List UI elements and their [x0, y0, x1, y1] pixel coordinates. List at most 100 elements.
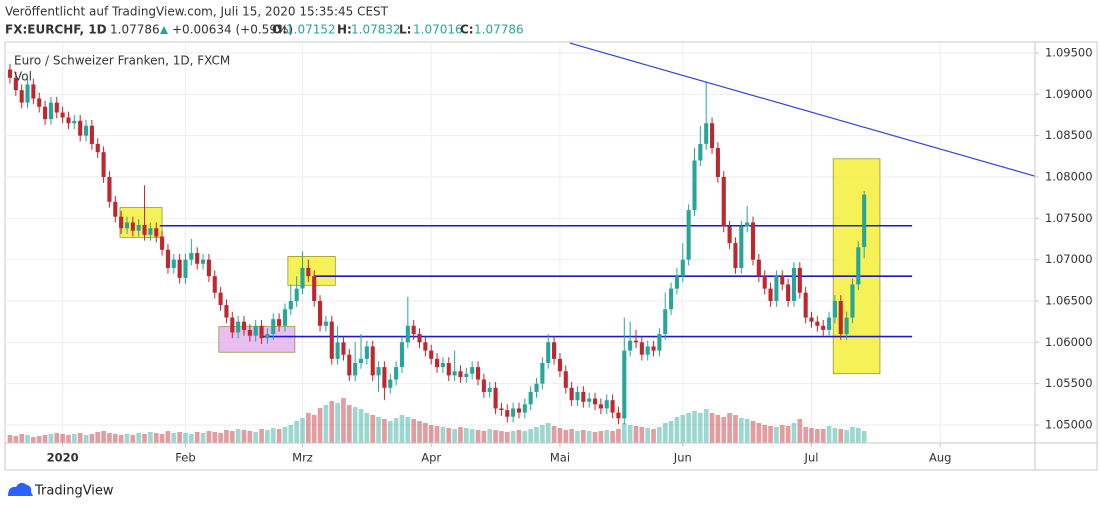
volume-bar	[183, 433, 188, 443]
candle-body	[66, 117, 71, 124]
volume-bar	[627, 425, 633, 443]
candle-body	[429, 350, 434, 359]
candle-body	[212, 276, 217, 293]
volume-bar	[118, 435, 124, 443]
y-tick-label: 1.05500	[1045, 376, 1093, 390]
candle-body	[493, 387, 498, 409]
x-tick-label: Mai	[550, 451, 570, 465]
volume-bar	[639, 427, 645, 443]
volume-bar	[580, 430, 586, 443]
candle-body	[282, 309, 287, 326]
chart-frame	[4, 41, 1098, 471]
candle-body	[165, 249, 170, 268]
candle-body	[329, 321, 334, 359]
volume-bar	[727, 413, 732, 443]
candle-body	[43, 106, 48, 120]
volume-bar	[428, 425, 434, 443]
candle-body	[78, 120, 83, 136]
volume-bar	[826, 426, 832, 443]
legend-symbol: Euro / Schweizer Franken, 1D, FXCM	[14, 54, 230, 68]
volume-bar	[19, 434, 25, 443]
x-tick-label: Jul	[804, 451, 819, 465]
candle-body	[440, 362, 445, 368]
candle-body	[628, 340, 633, 351]
candle-body	[113, 201, 118, 217]
candle-body	[657, 334, 662, 351]
y-tick-label: 1.06000	[1045, 335, 1093, 349]
candle-body	[277, 319, 282, 326]
volume-bar	[528, 429, 534, 443]
volume-bar	[229, 431, 235, 443]
volume-bar	[820, 429, 826, 443]
volume-bar	[557, 428, 563, 443]
volume-bar	[358, 409, 364, 443]
candle-body	[739, 226, 744, 268]
volume-bar	[148, 432, 153, 443]
candle-body	[762, 276, 767, 289]
quote-label: L:	[399, 23, 411, 37]
candle-body	[669, 288, 674, 310]
volume-bar	[335, 403, 340, 443]
volume-bar	[756, 423, 762, 443]
volume-bar	[42, 435, 48, 443]
volume-bar	[698, 413, 703, 443]
candle-body	[83, 125, 89, 136]
candle-body	[253, 325, 258, 336]
volume-bar	[276, 429, 282, 443]
legend-volume: Vol	[14, 70, 32, 84]
volume-bar	[762, 425, 768, 443]
volume-bar	[662, 423, 668, 443]
candle-body	[587, 398, 592, 402]
x-tick-label: Mrz	[292, 451, 313, 465]
volume-bar	[382, 419, 387, 443]
candle-body	[827, 317, 832, 330]
candle-body	[499, 408, 504, 411]
volume-bar	[844, 430, 849, 443]
plot	[5, 42, 1036, 443]
candle-body	[727, 226, 732, 244]
volume-bar	[598, 431, 604, 443]
volume-bar	[715, 415, 721, 443]
candle-body	[733, 243, 738, 268]
y-tick-label: 1.05000	[1045, 417, 1093, 431]
candle-body	[862, 194, 867, 248]
volume-bar	[487, 429, 493, 443]
volume-bar	[861, 431, 867, 443]
candle-body	[458, 371, 463, 378]
quote-label: H:	[337, 23, 352, 37]
candle-body	[856, 247, 861, 285]
volume-bar	[306, 413, 311, 443]
candle-body	[341, 342, 346, 355]
candle-body	[704, 123, 709, 144]
candle-body	[95, 143, 100, 153]
candle-body	[815, 321, 820, 326]
volume-bar	[206, 431, 212, 443]
candle-body	[633, 340, 639, 343]
volume-bar	[633, 426, 639, 443]
volume-bar	[66, 435, 71, 443]
volume-bar	[452, 429, 457, 443]
candle-body	[540, 362, 545, 384]
volume-bar	[317, 408, 323, 443]
published-note: Veröffentlicht auf TradingView.com, Juli…	[5, 5, 389, 19]
volume-bar	[13, 436, 19, 443]
last-price: 1.07786	[110, 23, 160, 37]
candle-body	[786, 284, 791, 301]
volume-bar	[36, 436, 42, 443]
volume-bar	[721, 417, 727, 443]
candle-body	[7, 69, 13, 78]
candle-body	[563, 371, 568, 388]
volume-bar	[616, 429, 621, 443]
volume-bar	[610, 431, 615, 443]
volume-bar	[469, 429, 475, 443]
candle-body	[247, 329, 252, 336]
volume-bar	[709, 413, 715, 443]
volume-bar	[657, 427, 662, 443]
candle-body	[364, 346, 369, 359]
volume-bar	[785, 426, 791, 443]
x-tick-label: 2020	[47, 451, 79, 465]
volume-bar	[130, 435, 136, 443]
volume-bar	[850, 427, 855, 443]
volume-bar	[540, 425, 545, 443]
